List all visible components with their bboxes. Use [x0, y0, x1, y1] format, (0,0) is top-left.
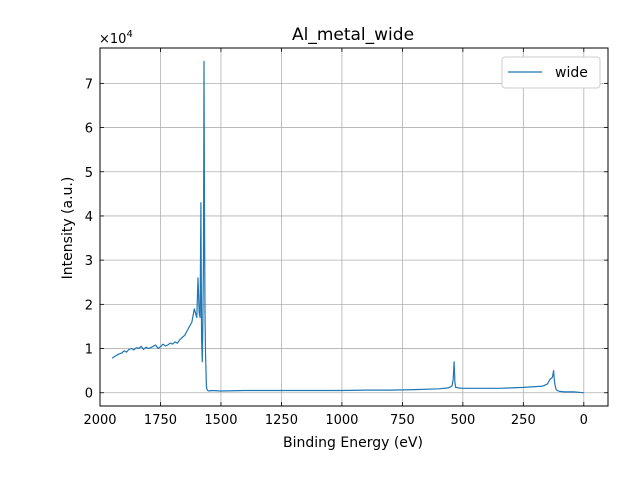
x-tick-label: 1500 [204, 413, 237, 428]
series-layer [111, 60, 584, 394]
series-line-wide [111, 60, 584, 394]
grid [99, 48, 608, 406]
legend-box [501, 56, 601, 89]
y-tick-label: 2 [85, 298, 93, 313]
x-tick-label: 500 [450, 413, 475, 428]
y-tick-label: 5 [85, 166, 93, 181]
x-tick-label: 750 [390, 413, 415, 428]
plot-frame [99, 47, 609, 407]
y-tick-label: 3 [85, 254, 93, 269]
y-tick-label: 6 [85, 122, 93, 137]
y-scale-multiplier: ×104 [99, 29, 133, 47]
legend: wide [501, 56, 601, 89]
y-tick-label: 7 [85, 77, 93, 92]
y-tick-label: 0 [85, 387, 93, 402]
x-tick-label: 1250 [265, 413, 298, 428]
x-axis-label: Binding Energy (eV) [283, 435, 423, 451]
y-scale-exponent: 4 [126, 29, 132, 40]
ticks: 2000 1750 1500 1250 1000 750 500 250 0 0 1 2 3 4 5 6 7 [83, 48, 608, 428]
x-tick-label: 2000 [83, 413, 116, 428]
y-axis-label: Intensity (a.u.) [60, 177, 76, 280]
x-tick-label: 250 [511, 413, 536, 428]
x-tick-label: 1000 [325, 413, 358, 428]
x-tick-label: 1750 [144, 413, 177, 428]
x-tick-label: 0 [580, 413, 588, 428]
y-scale-base: ×10 [99, 32, 126, 47]
y-tick-label: 1 [85, 343, 93, 358]
y-tick-label: 4 [85, 210, 93, 225]
chart-title: Al_metal_wide [292, 25, 414, 45]
legend-label-wide: wide [555, 65, 588, 81]
